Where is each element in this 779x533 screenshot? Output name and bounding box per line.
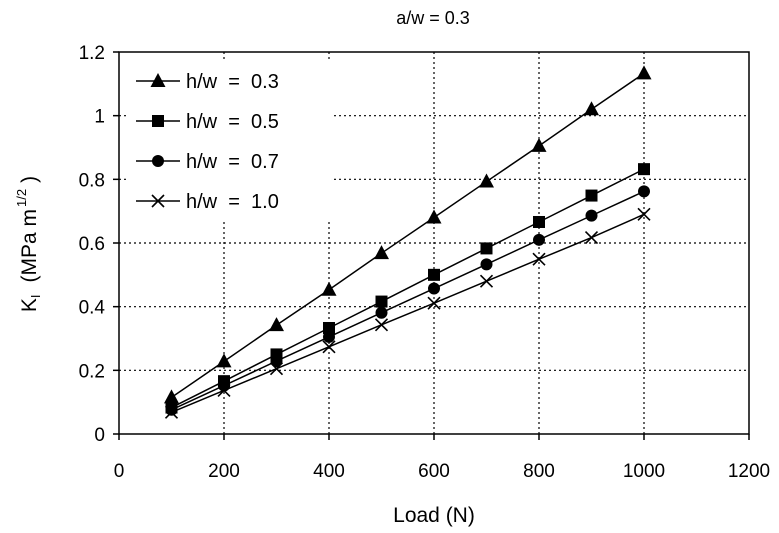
y-tick-label: 0	[94, 425, 105, 446]
x-tick-label: 800	[523, 461, 555, 482]
x-tick-label: 200	[208, 461, 240, 482]
data-point-triangle	[636, 65, 652, 80]
legend: h/w = 0.3 h/w = 0.5 h/w = 0.7 h/w = 1.0	[128, 60, 331, 222]
data-point-triangle	[426, 209, 442, 224]
data-point-circle	[375, 306, 388, 319]
legend-marker-cross	[151, 194, 165, 208]
legend-marker-square	[152, 115, 164, 127]
y-tick-label: 0.2	[79, 361, 105, 382]
data-point-square	[638, 163, 650, 176]
legend-item: h/w = 0.7	[136, 151, 279, 173]
y-label-close: )	[18, 176, 41, 183]
series-cross	[164, 207, 651, 419]
y-tick-label: 0.6	[79, 234, 105, 255]
x-tick-label: 0	[114, 461, 125, 482]
legend-marker-circle	[152, 155, 164, 167]
series-triangle	[164, 65, 652, 404]
data-point-cross	[164, 405, 179, 419]
legend-label: h/w = 0.5	[186, 111, 279, 133]
series-line-cross	[171, 213, 645, 414]
y-tick-label: 0.8	[79, 170, 105, 191]
data-point-circle	[165, 403, 178, 416]
legend-item: h/w = 1.0	[136, 191, 279, 213]
y-label-subscript: I	[28, 294, 43, 298]
data-point-circle	[428, 282, 440, 295]
data-point-cross	[374, 318, 389, 332]
data-point-square	[375, 295, 388, 308]
legend-item: h/w = 0.3	[136, 71, 279, 93]
legend-label: h/w = 0.3	[186, 71, 279, 93]
data-point-triangle	[479, 173, 494, 188]
data-point-square	[323, 321, 335, 334]
data-point-triangle	[216, 353, 232, 368]
data-point-cross	[532, 252, 546, 266]
series-line-square	[171, 168, 645, 409]
y-tick-label: 1.2	[79, 43, 105, 64]
data-point-square	[533, 215, 545, 228]
data-point-triangle	[164, 389, 179, 404]
data-point-triangle	[531, 137, 547, 152]
y-label-main: K	[18, 298, 41, 312]
data-point-triangle	[584, 101, 599, 116]
x-tick-label: 1000	[623, 461, 665, 482]
chart-title: a/w = 0.3	[396, 8, 470, 28]
x-tick-label: 600	[418, 461, 450, 482]
data-point-cross	[217, 383, 231, 397]
data-point-square	[428, 268, 440, 281]
data-point-circle	[533, 233, 545, 246]
data-point-circle	[270, 355, 283, 368]
x-tick-label: 1200	[728, 461, 770, 482]
data-point-circle	[323, 330, 335, 343]
data-point-cross	[584, 231, 599, 245]
data-point-circle	[585, 209, 598, 222]
axis-ticks: 0 0.2 0.4 0.6 0.8 1 1.2 0 200 400 600 800 1000 1200	[79, 43, 771, 482]
data-point-triangle	[321, 281, 337, 296]
data-point-cross	[427, 296, 441, 310]
data-point-triangle	[374, 245, 389, 260]
y-tick-label: 0.4	[79, 298, 106, 319]
data-point-cross	[637, 207, 651, 221]
series-circle	[165, 185, 650, 416]
data-point-cross	[269, 362, 284, 376]
y-label-unit: (MPa m	[18, 209, 41, 283]
data-point-circle	[480, 258, 493, 271]
series-group	[164, 65, 652, 419]
data-point-cross	[479, 274, 494, 288]
legend-item: h/w = 0.5	[136, 111, 279, 133]
data-point-square	[585, 189, 598, 202]
x-tick-label: 400	[313, 461, 345, 482]
legend-label: h/w = 0.7	[186, 151, 279, 173]
x-axis-label: Load (N)	[393, 504, 475, 527]
y-axis-label: KI (MPa m 1/2)	[14, 176, 43, 312]
series-line-circle	[171, 190, 645, 411]
legend-label: h/w = 1.0	[186, 191, 279, 213]
data-point-triangle	[269, 317, 284, 332]
data-point-square	[480, 242, 493, 255]
data-point-cross	[322, 340, 336, 354]
data-point-circle	[638, 185, 650, 198]
series-line-triangle	[171, 72, 645, 399]
legend-marker-triangle	[150, 73, 166, 87]
y-tick-label: 1	[94, 107, 105, 128]
y-label-superscript: 1/2	[14, 189, 29, 207]
